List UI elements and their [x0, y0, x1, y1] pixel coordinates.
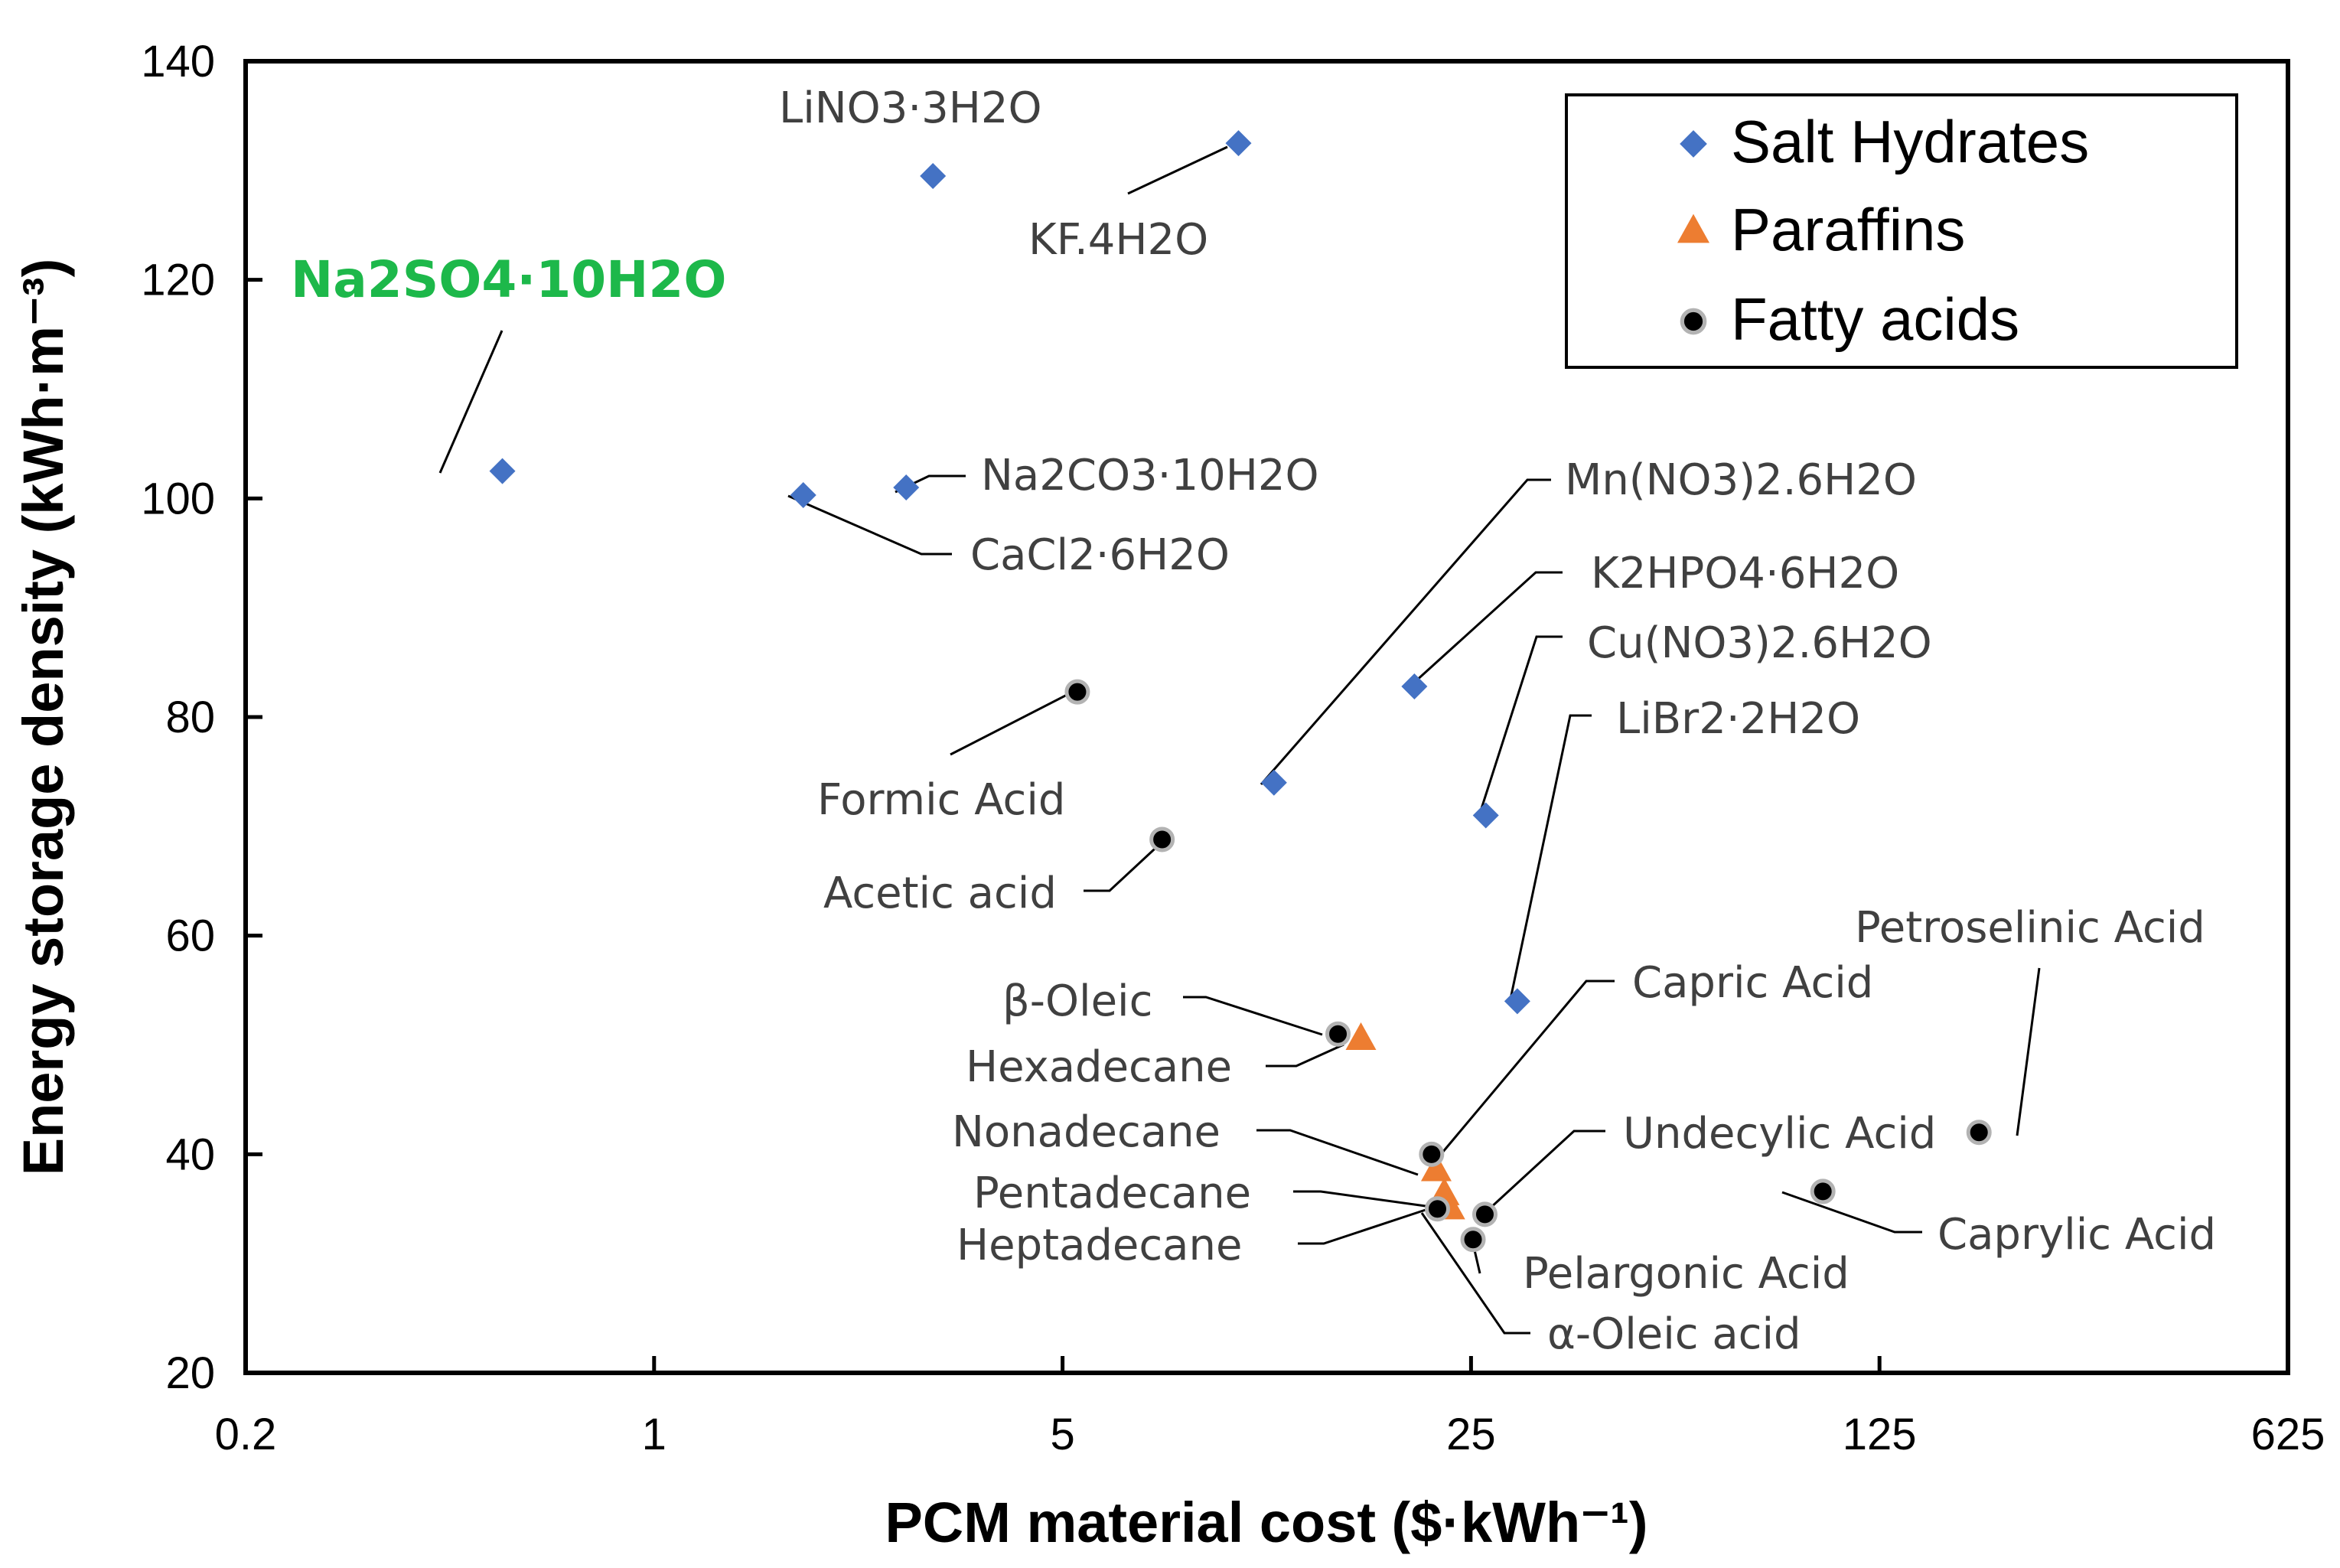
- point-label-na2so4-10h2o: Na2SO4·10H2O: [291, 250, 726, 309]
- leader-line-libr2-2h2o: [1508, 714, 1592, 1003]
- x-tick-label: 25: [1446, 1410, 1496, 1459]
- point-label-lino3-3h2o: LiNO3·3H2O: [779, 83, 1042, 133]
- legend-label-fatty-acids: Fatty acids: [1731, 285, 2019, 353]
- legend-marker-fatty-acids: [1680, 308, 1707, 335]
- y-tick-label: 120: [141, 256, 215, 305]
- data-point-beta-oleic: [1325, 1021, 1351, 1047]
- plot-frame: [243, 59, 2290, 1375]
- x-tick-label: 625: [2251, 1410, 2325, 1459]
- data-point-caprylic-acid: [1810, 1178, 1836, 1205]
- point-label-mn-no3-2-6h2o: Mn(NO3)2.6H2O: [1565, 455, 1917, 505]
- point-label-k2hpo4-6h2o: K2HPO4·6H2O: [1591, 549, 1899, 598]
- leader-line-cu-no3-2-6h2o: [1477, 635, 1563, 819]
- point-label-cacl2-6h2o: CaCl2·6H2O: [970, 530, 1230, 580]
- legend-marker-salt-hydrates: [1680, 130, 1707, 158]
- y-tick-label: 100: [141, 474, 215, 523]
- leader-line-mn-no3-2-6h2o: [1260, 478, 1551, 785]
- data-point-nonadecane: [1420, 1153, 1452, 1182]
- leader-line-alpha-oleic-acid: [1420, 1212, 1530, 1335]
- x-tick-label: 5: [1050, 1410, 1074, 1459]
- leader-line-undecylic-acid: [1478, 1130, 1605, 1219]
- data-point-capric-acid: [1419, 1141, 1445, 1167]
- leader-line-na2so4-10h2o: [438, 330, 504, 474]
- leader-line-hexadecane: [1266, 1043, 1344, 1068]
- data-point-na2co3-10h2o: [893, 474, 920, 501]
- data-point-acetic-acid: [1149, 826, 1175, 852]
- point-label-na2co3-10h2o: Na2CO3·10H2O: [981, 451, 1319, 500]
- point-label-libr2-2h2o: LiBr2·2H2O: [1616, 694, 1860, 744]
- data-point-mn-no3-2-6h2o: [1260, 769, 1287, 796]
- leader-line-beta-oleic: [1183, 996, 1323, 1036]
- y-tick-label: 80: [165, 693, 215, 742]
- point-label-petroselinic-acid: Petroselinic Acid: [1855, 903, 2205, 953]
- point-label-acetic-acid: Acetic acid: [823, 869, 1057, 918]
- y-tick-label: 40: [165, 1130, 215, 1179]
- leader-line-kf-4h2o: [1127, 145, 1228, 195]
- leader-line-capric-acid: [1437, 980, 1615, 1158]
- point-label-capric-acid: Capric Acid: [1632, 958, 1873, 1008]
- leader-line-pentadecane: [1293, 1190, 1426, 1208]
- data-point-undecylic-acid: [1471, 1201, 1498, 1227]
- leader-line-heptadecane: [1298, 1205, 1436, 1245]
- legend-markers: [1677, 130, 1709, 335]
- point-label-hexadecane: Hexadecane: [966, 1042, 1232, 1092]
- y-axis-title: Energy storage density (kWh·m⁻³): [11, 259, 75, 1176]
- data-point-cacl2-6h2o: [790, 482, 816, 509]
- point-label-caprylic-acid: Caprylic Acid: [1938, 1210, 2216, 1260]
- axis-ticks: 0.2 1 5 25 125 625 20 40 60 80 100 120 140: [141, 37, 2325, 1459]
- data-points: [489, 130, 1992, 1253]
- point-label-alpha-oleic-acid: α-Oleic acid: [1547, 1309, 1801, 1359]
- legend-marker-paraffins: [1677, 214, 1709, 243]
- point-label-heptadecane: Heptadecane: [957, 1221, 1242, 1270]
- x-tick-label: 125: [1843, 1410, 1917, 1459]
- legend-label-paraffins: Paraffins: [1731, 196, 1965, 263]
- data-point-hexadecane: [1345, 1022, 1377, 1051]
- y-tick-label: 20: [165, 1348, 215, 1398]
- data-point-formic-acid: [1064, 679, 1090, 705]
- y-tick-label: 140: [141, 37, 215, 86]
- point-label-cu-no3-2-6h2o: Cu(NO3)2.6H2O: [1587, 618, 1932, 668]
- x-axis-title: PCM material cost ($·kWh⁻¹): [885, 1491, 1647, 1554]
- data-point-lino3-3h2o: [920, 162, 947, 189]
- legend-label-salt-hydrates: Salt Hydrates: [1731, 108, 2089, 175]
- leader-line-k2hpo4-6h2o: [1405, 571, 1563, 691]
- point-label-kf-4h2o: KF.4H2O: [1028, 215, 1208, 265]
- leader-line-cacl2-6h2o: [787, 494, 952, 556]
- leader-line-formic-acid: [950, 689, 1077, 756]
- point-label-nonadecane: Nonadecane: [952, 1107, 1221, 1157]
- data-point-pelargonic-acid: [1460, 1227, 1486, 1253]
- point-label-beta-oleic: β-Oleic: [1002, 976, 1152, 1026]
- point-label-formic-acid: Formic Acid: [817, 775, 1065, 825]
- data-point-libr2-2h2o: [1504, 988, 1530, 1015]
- point-labels: Na2SO4·10H2O LiNO3·3H2O KF.4H2O Na2CO3·10H2…: [291, 83, 2216, 1359]
- y-tick-label: 60: [165, 911, 215, 961]
- leader-line-acetic-acid: [1084, 839, 1165, 892]
- legend: Salt Hydrates Paraffins Fatty acids: [1565, 93, 2238, 369]
- data-point-kf-4h2o: [1225, 130, 1252, 157]
- point-label-undecylic-acid: Undecylic Acid: [1623, 1109, 1936, 1159]
- x-tick-label: 1: [642, 1410, 666, 1459]
- data-point-alpha-oleic-acid: [1424, 1196, 1450, 1222]
- data-point-petroselinic-acid: [1966, 1120, 1992, 1146]
- point-label-pelargonic-acid: Pelargonic Acid: [1523, 1249, 1850, 1299]
- data-point-na2so4-10h2o: [489, 458, 516, 484]
- x-tick-label: 0.2: [215, 1410, 277, 1459]
- data-point-k2hpo4-6h2o: [1401, 673, 1428, 700]
- data-point-cu-no3-2-6h2o: [1472, 802, 1499, 829]
- point-label-pentadecane: Pentadecane: [973, 1169, 1251, 1218]
- leader-line-petroselinic-acid: [2016, 967, 2041, 1136]
- leader-line-caprylic-acid: [1781, 1191, 1922, 1234]
- legend-box: [1565, 93, 2238, 369]
- leader-line-nonadecane: [1256, 1129, 1419, 1176]
